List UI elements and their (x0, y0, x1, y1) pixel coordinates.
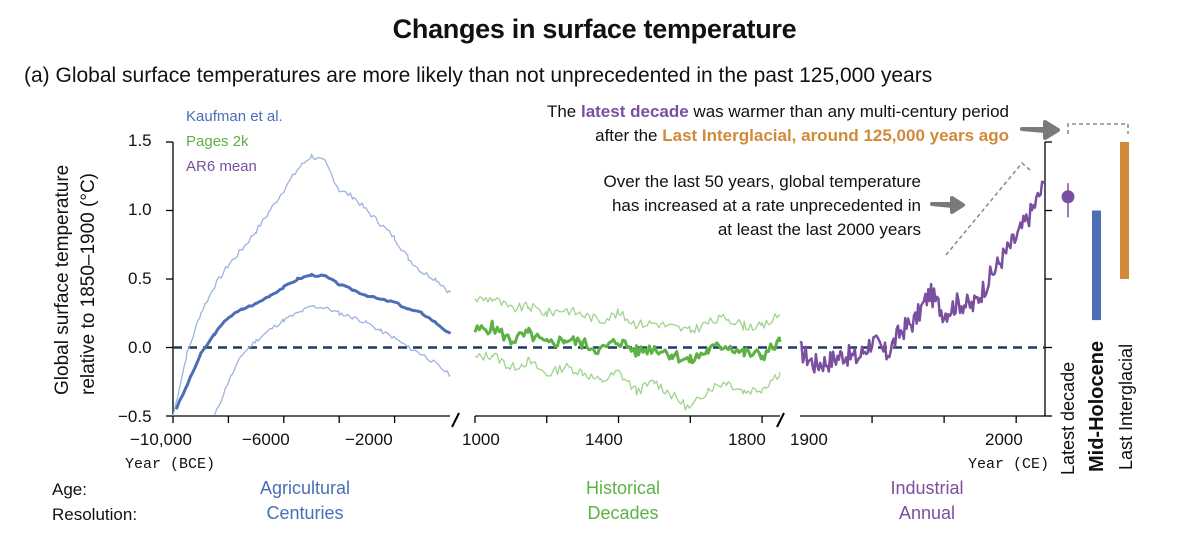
x-tick-label: −2000 (345, 430, 393, 449)
axis-break-mark (776, 412, 785, 428)
y-tick-label: 0.0 (128, 338, 152, 357)
x-axis-label-ce: Year (CE) (968, 456, 1050, 473)
x-tick-label: −6000 (242, 430, 290, 449)
chart-title: Changes in surface temperature (392, 14, 797, 44)
x-tick-label: 1900 (790, 430, 828, 449)
series-line (474, 296, 781, 334)
series-line (474, 351, 781, 411)
latest-decade-marker (1061, 190, 1075, 204)
arrow-icon (930, 196, 965, 214)
age-agricultural: Agricultural Centuries (259, 478, 351, 523)
annotation-latest-decade: The latest decade was warmer than any mu… (546, 102, 1009, 145)
annotation-rate: Over the last 50 years, global temperatu… (603, 172, 922, 239)
resolution-label: Resolution: (52, 505, 138, 524)
bracket-dashed (1067, 123, 1129, 134)
x-axis-label-bce: Year (BCE) (125, 456, 216, 473)
arrow-icon (1020, 120, 1060, 140)
series-line (473, 319, 782, 365)
x-tick-label: 2000 (985, 430, 1023, 449)
x-tick-label: 1800 (728, 430, 766, 449)
age-historical: Historical Decades (585, 478, 660, 523)
bracket-dashed (945, 161, 1031, 256)
y-tick-label: 0.5 (128, 269, 152, 288)
legend-kaufman: Kaufman et al. (186, 108, 283, 125)
last-interglacial-bar (1120, 142, 1129, 279)
age-label: Age: (52, 480, 87, 499)
axis-break-mark (451, 412, 460, 428)
series-line (213, 304, 451, 416)
y-tick-label: 1.5 (128, 131, 152, 150)
chart-subtitle: (a) Global surface temperatures are more… (24, 64, 933, 87)
legend-ar6: AR6 mean (186, 158, 257, 175)
series-line (799, 180, 1046, 374)
age-industrial: Industrial Annual (890, 478, 964, 523)
x-tick-label: −10,000 (130, 430, 192, 449)
series-line (172, 153, 451, 417)
mid-holocene-bar (1092, 210, 1101, 321)
y-tick-label: −0.5 (118, 407, 152, 426)
y-tick-label: 1.0 (128, 200, 152, 219)
legend-pages2k: Pages 2k (186, 133, 249, 150)
x-tick-label: 1000 (462, 430, 500, 449)
series-line (174, 272, 452, 410)
x-tick-label: 1400 (585, 430, 623, 449)
